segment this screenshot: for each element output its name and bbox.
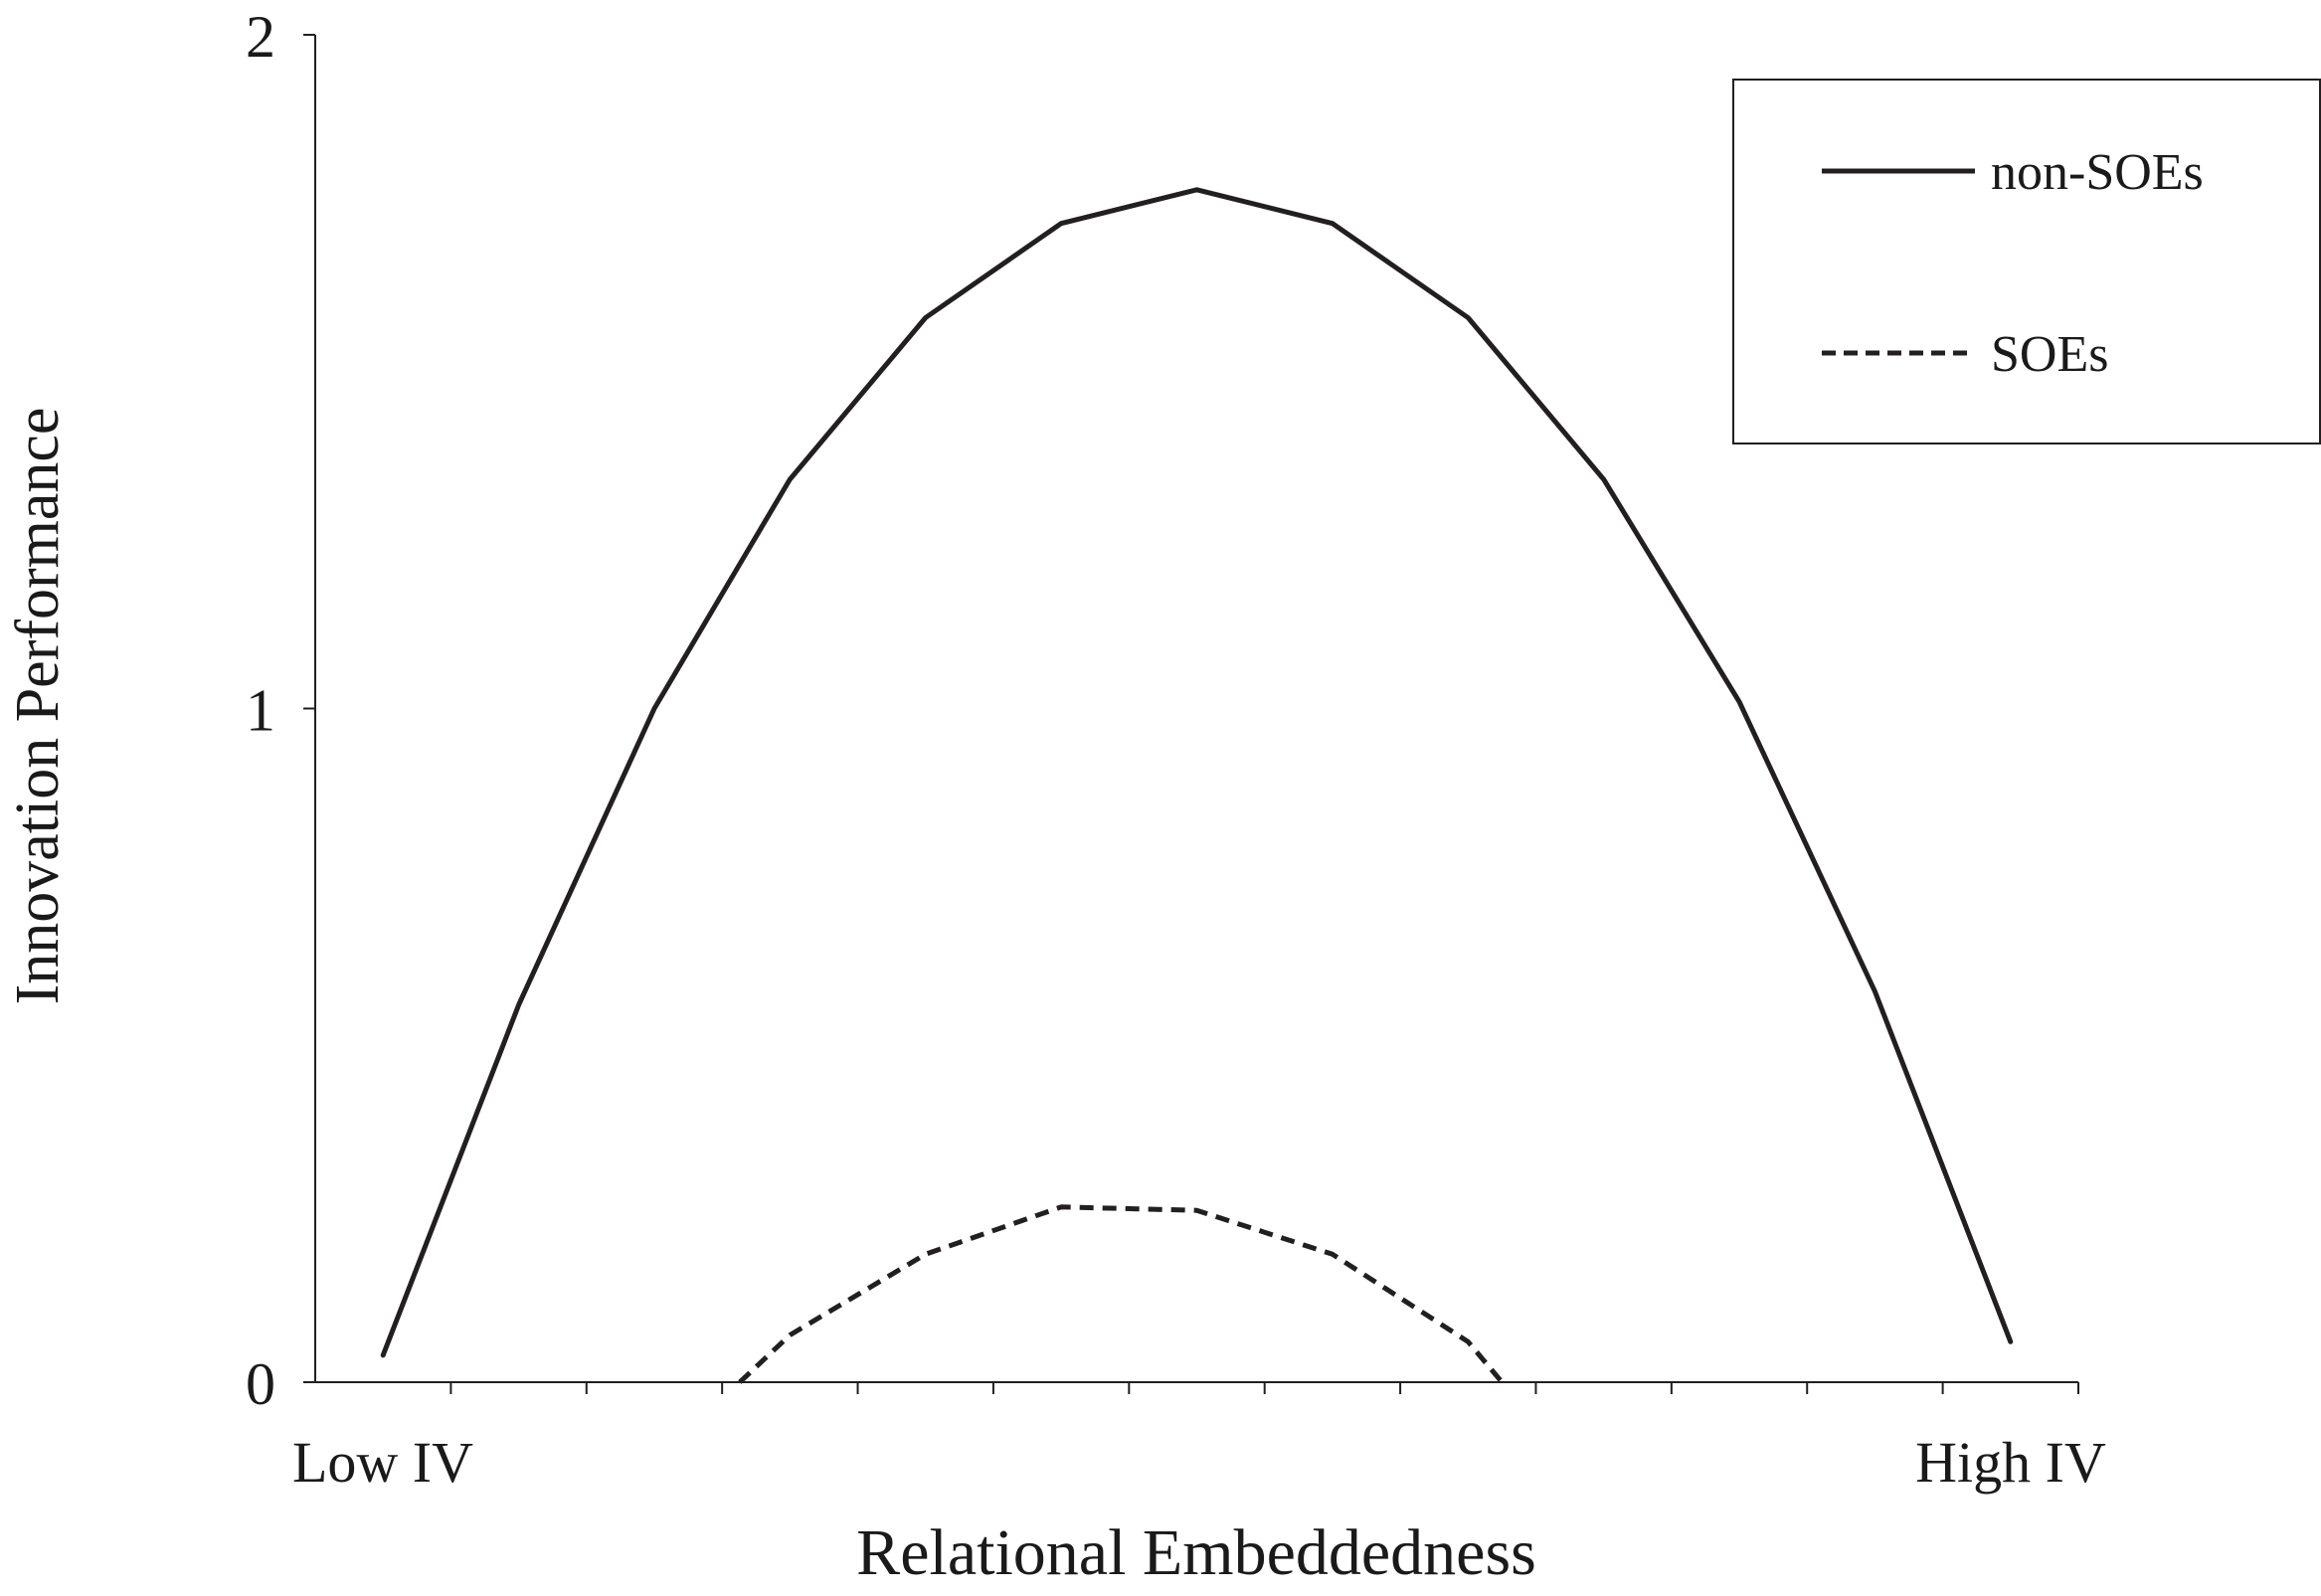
y-tick-label: 1	[246, 678, 275, 744]
y-tick-label: 0	[246, 1351, 275, 1417]
y-ticks: 0 1 2	[246, 4, 315, 1417]
legend-label-non-soes: non-SOEs	[1991, 144, 2204, 201]
x-tick-label-high: High IV	[1915, 1430, 2106, 1495]
legend-label-soes: SOEs	[1991, 326, 2108, 383]
series-line-non-soes	[380, 187, 2014, 1358]
y-axis-title: Innovation Performance	[4, 408, 72, 1005]
legend: non-SOEs SOEs	[1732, 79, 2321, 444]
series-layer	[380, 187, 2014, 1384]
y-tick-label: 2	[246, 4, 275, 70]
x-tick-label-low: Low IV	[292, 1430, 473, 1495]
legend-box	[1732, 79, 2321, 444]
x-ticks	[449, 1382, 2079, 1394]
x-axis: Low IV High IV Relational Embeddedness	[292, 1381, 2106, 1589]
series-line-soes	[738, 1204, 1505, 1384]
x-axis-title: Relational Embeddedness	[856, 1516, 1536, 1589]
